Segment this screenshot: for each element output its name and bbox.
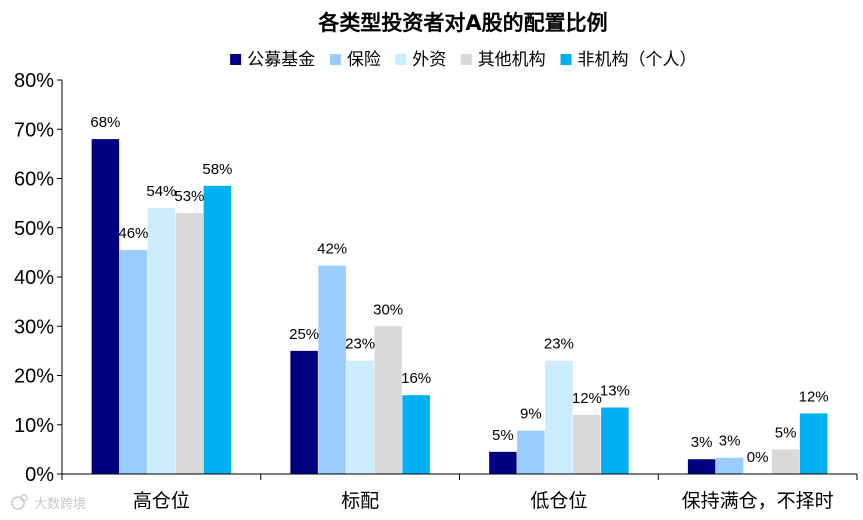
data-label: 30% <box>373 301 403 318</box>
bar <box>402 395 430 474</box>
data-label: 46% <box>118 225 148 242</box>
bar <box>601 407 629 474</box>
bar <box>517 430 545 474</box>
x-tick-label: 保持满仓，不择时 <box>682 490 834 512</box>
data-label: 58% <box>202 161 232 178</box>
bars <box>91 139 828 475</box>
legend-label: 公募基金 <box>247 50 315 70</box>
legend-label: 外资 <box>412 50 446 70</box>
legend-swatch <box>395 54 407 65</box>
data-label: 23% <box>345 336 375 353</box>
bar <box>545 360 573 474</box>
bar <box>374 326 402 474</box>
bar <box>91 139 120 474</box>
bar <box>147 208 176 475</box>
bar <box>489 451 517 474</box>
y-tick-label: 60% <box>14 169 54 191</box>
data-label: 12% <box>572 390 602 407</box>
bar <box>290 350 318 474</box>
legend-label: 保险 <box>347 50 381 70</box>
x-tick-label: 标配 <box>341 490 379 512</box>
y-tick-label: 10% <box>14 415 54 437</box>
bar <box>715 457 744 474</box>
y-tick-label: 50% <box>14 218 54 240</box>
watermark: 大数跨境 <box>11 494 86 512</box>
data-label: 54% <box>146 183 176 200</box>
watermark-logo-icon-inner <box>20 494 28 502</box>
y-tick-label: 20% <box>14 366 54 388</box>
watermark-logo-icon <box>11 496 25 510</box>
x-tick-label: 高仓位 <box>133 490 190 512</box>
bar <box>318 265 346 474</box>
data-label: 0% <box>747 449 769 466</box>
legend: 公募基金 保险 外资 其他机构 非机构（个人） <box>230 50 697 70</box>
legend-swatch <box>460 54 472 65</box>
data-label: 3% <box>719 433 741 450</box>
legend-swatch <box>329 54 341 65</box>
data-label: 5% <box>775 424 797 441</box>
data-labels: 68% 25% 5% 3% 46% 42% 9% 3% 54% 23% 23% 0% 53% 30% 12%… <box>90 114 828 466</box>
legend-label: 非机构（个人） <box>578 50 697 70</box>
legend-swatch <box>230 54 242 65</box>
data-label: 3% <box>691 434 713 451</box>
x-tick-label: 低仓位 <box>530 490 587 512</box>
y-tick-label: 40% <box>14 267 54 289</box>
data-label: 25% <box>289 326 319 343</box>
data-label: 12% <box>799 388 829 405</box>
bar <box>771 449 800 474</box>
y-axis: 0% 10% 20% 30% 40% 50% 60% 70% 80% <box>14 70 63 486</box>
y-tick-label: 80% <box>14 70 54 92</box>
data-label: 9% <box>520 406 542 423</box>
y-tick-label: 30% <box>14 316 54 338</box>
bar <box>175 212 204 474</box>
legend-label: 其他机构 <box>478 50 546 70</box>
data-label: 42% <box>317 241 347 258</box>
bar <box>346 360 374 474</box>
data-label: 68% <box>90 114 120 131</box>
bar <box>687 459 716 474</box>
y-tick-label: 0% <box>25 464 54 486</box>
data-label: 5% <box>492 427 514 444</box>
x-axis: 高仓位 标配 低仓位 保持满仓，不择时 <box>61 473 858 512</box>
data-label: 53% <box>174 188 204 205</box>
data-label: 13% <box>600 383 630 400</box>
bar <box>203 185 232 474</box>
y-tick-label: 70% <box>14 119 54 141</box>
chart-title: 各类型投资者对A股的配置比例 <box>317 11 607 35</box>
watermark-text: 大数跨境 <box>34 497 86 512</box>
data-label: 23% <box>544 336 574 353</box>
bar <box>119 249 148 474</box>
bar <box>573 414 601 474</box>
data-label: 16% <box>401 370 431 387</box>
legend-swatch <box>560 54 572 65</box>
bar <box>799 413 828 474</box>
